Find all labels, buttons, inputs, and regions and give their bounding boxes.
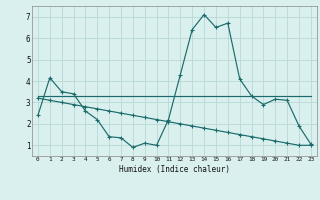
X-axis label: Humidex (Indice chaleur): Humidex (Indice chaleur) xyxy=(119,165,230,174)
